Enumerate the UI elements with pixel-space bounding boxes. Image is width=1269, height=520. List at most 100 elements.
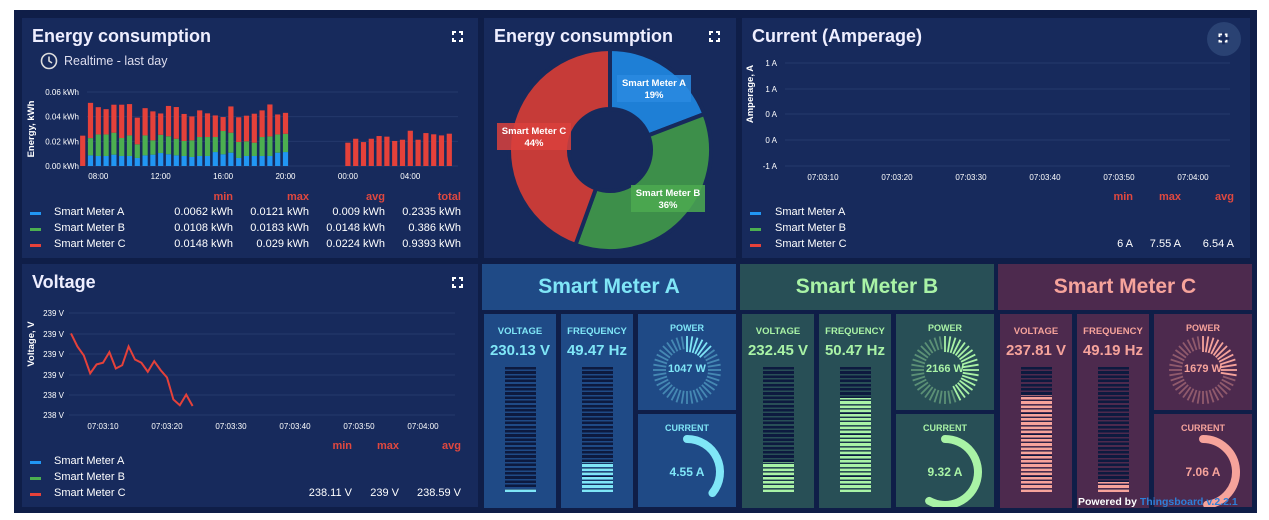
fullscreen-button[interactable] xyxy=(1207,22,1241,56)
bar-smart-meter-c[interactable] xyxy=(236,117,242,142)
legend-item[interactable]: Smart Meter C xyxy=(54,487,126,499)
bar-smart-meter-a[interactable] xyxy=(275,152,281,166)
bar-smart-meter-b[interactable] xyxy=(165,136,172,155)
bar-smart-meter-b[interactable] xyxy=(243,141,250,157)
bar-smart-meter-c[interactable] xyxy=(392,140,398,166)
bar-smart-meter-b[interactable] xyxy=(228,132,234,153)
bar-smart-meter-a[interactable] xyxy=(267,156,273,166)
bar-smart-meter-a[interactable] xyxy=(95,156,101,166)
bar-smart-meter-c[interactable] xyxy=(360,142,367,166)
bar-smart-meter-b[interactable] xyxy=(212,137,218,153)
bar-smart-meter-b[interactable] xyxy=(282,133,289,153)
bar-smart-meter-a[interactable] xyxy=(165,154,172,166)
bar-smart-meter-b[interactable] xyxy=(142,135,148,156)
bar-smart-meter-c[interactable] xyxy=(158,113,164,135)
bar-smart-meter-c[interactable] xyxy=(95,107,101,135)
bar-smart-meter-c[interactable] xyxy=(134,117,140,145)
bar-smart-meter-a[interactable] xyxy=(119,156,125,166)
bar-smart-meter-b[interactable] xyxy=(111,132,117,155)
bar-smart-meter-b[interactable] xyxy=(189,140,195,157)
bar-smart-meter-c[interactable] xyxy=(103,109,109,135)
bar-smart-meter-c[interactable] xyxy=(181,113,187,141)
bar-smart-meter-b[interactable] xyxy=(251,142,257,157)
bar-smart-meter-b[interactable] xyxy=(220,130,226,155)
legend-item[interactable]: Smart Meter A xyxy=(54,455,125,467)
bar-smart-meter-c[interactable] xyxy=(228,106,234,133)
bar-smart-meter-b[interactable] xyxy=(103,134,109,157)
bar-smart-meter-c[interactable] xyxy=(204,113,211,138)
bar-smart-meter-c[interactable] xyxy=(259,110,265,138)
bar-smart-meter-b[interactable] xyxy=(267,136,273,157)
bar-smart-meter-a[interactable] xyxy=(134,157,140,166)
bar-smart-meter-b[interactable] xyxy=(158,134,164,154)
bar-smart-meter-a[interactable] xyxy=(189,156,195,166)
bar-smart-meter-a[interactable] xyxy=(282,152,289,166)
bar-smart-meter-c[interactable] xyxy=(189,116,195,141)
bar-smart-meter-b[interactable] xyxy=(119,138,125,157)
bar-smart-meter-c[interactable] xyxy=(423,133,429,166)
bar-smart-meter-c[interactable] xyxy=(165,105,172,137)
fullscreen-icon[interactable] xyxy=(451,276,464,289)
bar-smart-meter-a[interactable] xyxy=(87,155,94,166)
bar-smart-meter-c[interactable] xyxy=(438,135,445,166)
bar-smart-meter-c[interactable] xyxy=(243,115,250,142)
bar-smart-meter-c[interactable] xyxy=(142,108,148,136)
bar-smart-meter-a[interactable] xyxy=(236,157,242,166)
bar-smart-meter-a[interactable] xyxy=(220,154,226,166)
thingsboard-link[interactable]: Thingsboard v.2.2.1 xyxy=(1139,496,1238,508)
bar-smart-meter-c[interactable] xyxy=(212,115,218,138)
bar-smart-meter-b[interactable] xyxy=(126,135,133,157)
bar-smart-meter-c[interactable] xyxy=(376,136,382,166)
bar-smart-meter-a[interactable] xyxy=(259,156,265,166)
bar-smart-meter-c[interactable] xyxy=(173,107,179,139)
bar-smart-meter-a[interactable] xyxy=(204,156,211,166)
pie-slice-smart-meter-b[interactable] xyxy=(572,111,713,253)
legend-item[interactable]: Smart Meter B xyxy=(54,471,125,483)
bar-smart-meter-c[interactable] xyxy=(126,104,133,136)
bar-smart-meter-c[interactable] xyxy=(431,134,437,166)
bar-smart-meter-b[interactable] xyxy=(134,144,140,158)
bar-smart-meter-c[interactable] xyxy=(345,142,351,166)
timewindow-label[interactable]: Realtime - last day xyxy=(64,54,168,68)
legend-item[interactable]: Smart Meter A xyxy=(775,206,846,218)
bar-smart-meter-a[interactable] xyxy=(126,156,133,166)
bar-smart-meter-c[interactable] xyxy=(111,104,117,133)
bar-smart-meter-c[interactable] xyxy=(80,135,86,166)
legend-item[interactable]: Smart Meter C xyxy=(54,238,126,250)
bar-smart-meter-a[interactable] xyxy=(173,155,179,166)
bar-smart-meter-c[interactable] xyxy=(87,102,94,139)
bar-smart-meter-c[interactable] xyxy=(150,111,156,141)
bar-smart-meter-c[interactable] xyxy=(251,113,257,143)
bar-smart-meter-b[interactable] xyxy=(204,137,211,157)
bar-smart-meter-b[interactable] xyxy=(150,140,156,155)
bar-smart-meter-a[interactable] xyxy=(243,156,250,166)
clock-icon[interactable] xyxy=(40,52,58,70)
legend-item[interactable]: Smart Meter C xyxy=(775,238,847,250)
bar-smart-meter-a[interactable] xyxy=(228,152,234,166)
bar-smart-meter-c[interactable] xyxy=(353,138,359,166)
legend-item[interactable]: Smart Meter B xyxy=(775,222,846,234)
bar-smart-meter-c[interactable] xyxy=(119,104,125,139)
bar-smart-meter-b[interactable] xyxy=(95,134,101,157)
bar-smart-meter-a[interactable] xyxy=(251,156,257,166)
bar-smart-meter-b[interactable] xyxy=(87,138,94,156)
bar-smart-meter-a[interactable] xyxy=(142,155,148,166)
bar-smart-meter-c[interactable] xyxy=(267,104,273,137)
legend-item[interactable]: Smart Meter B xyxy=(54,222,125,234)
bar-smart-meter-a[interactable] xyxy=(181,156,187,166)
bar-smart-meter-a[interactable] xyxy=(150,154,156,166)
bar-smart-meter-c[interactable] xyxy=(384,136,390,166)
bar-smart-meter-b[interactable] xyxy=(236,141,242,158)
bar-smart-meter-b[interactable] xyxy=(181,140,187,157)
line-smart-meter-c[interactable] xyxy=(70,332,194,407)
bar-smart-meter-b[interactable] xyxy=(197,137,203,157)
bar-smart-meter-a[interactable] xyxy=(158,153,164,166)
bar-smart-meter-c[interactable] xyxy=(446,133,452,166)
bar-smart-meter-a[interactable] xyxy=(197,156,203,166)
bar-smart-meter-c[interactable] xyxy=(415,139,421,166)
bar-smart-meter-c[interactable] xyxy=(220,117,226,131)
bar-smart-meter-c[interactable] xyxy=(399,139,406,166)
bar-smart-meter-c[interactable] xyxy=(368,138,374,166)
bar-smart-meter-c[interactable] xyxy=(407,130,413,166)
bar-smart-meter-b[interactable] xyxy=(259,137,265,157)
